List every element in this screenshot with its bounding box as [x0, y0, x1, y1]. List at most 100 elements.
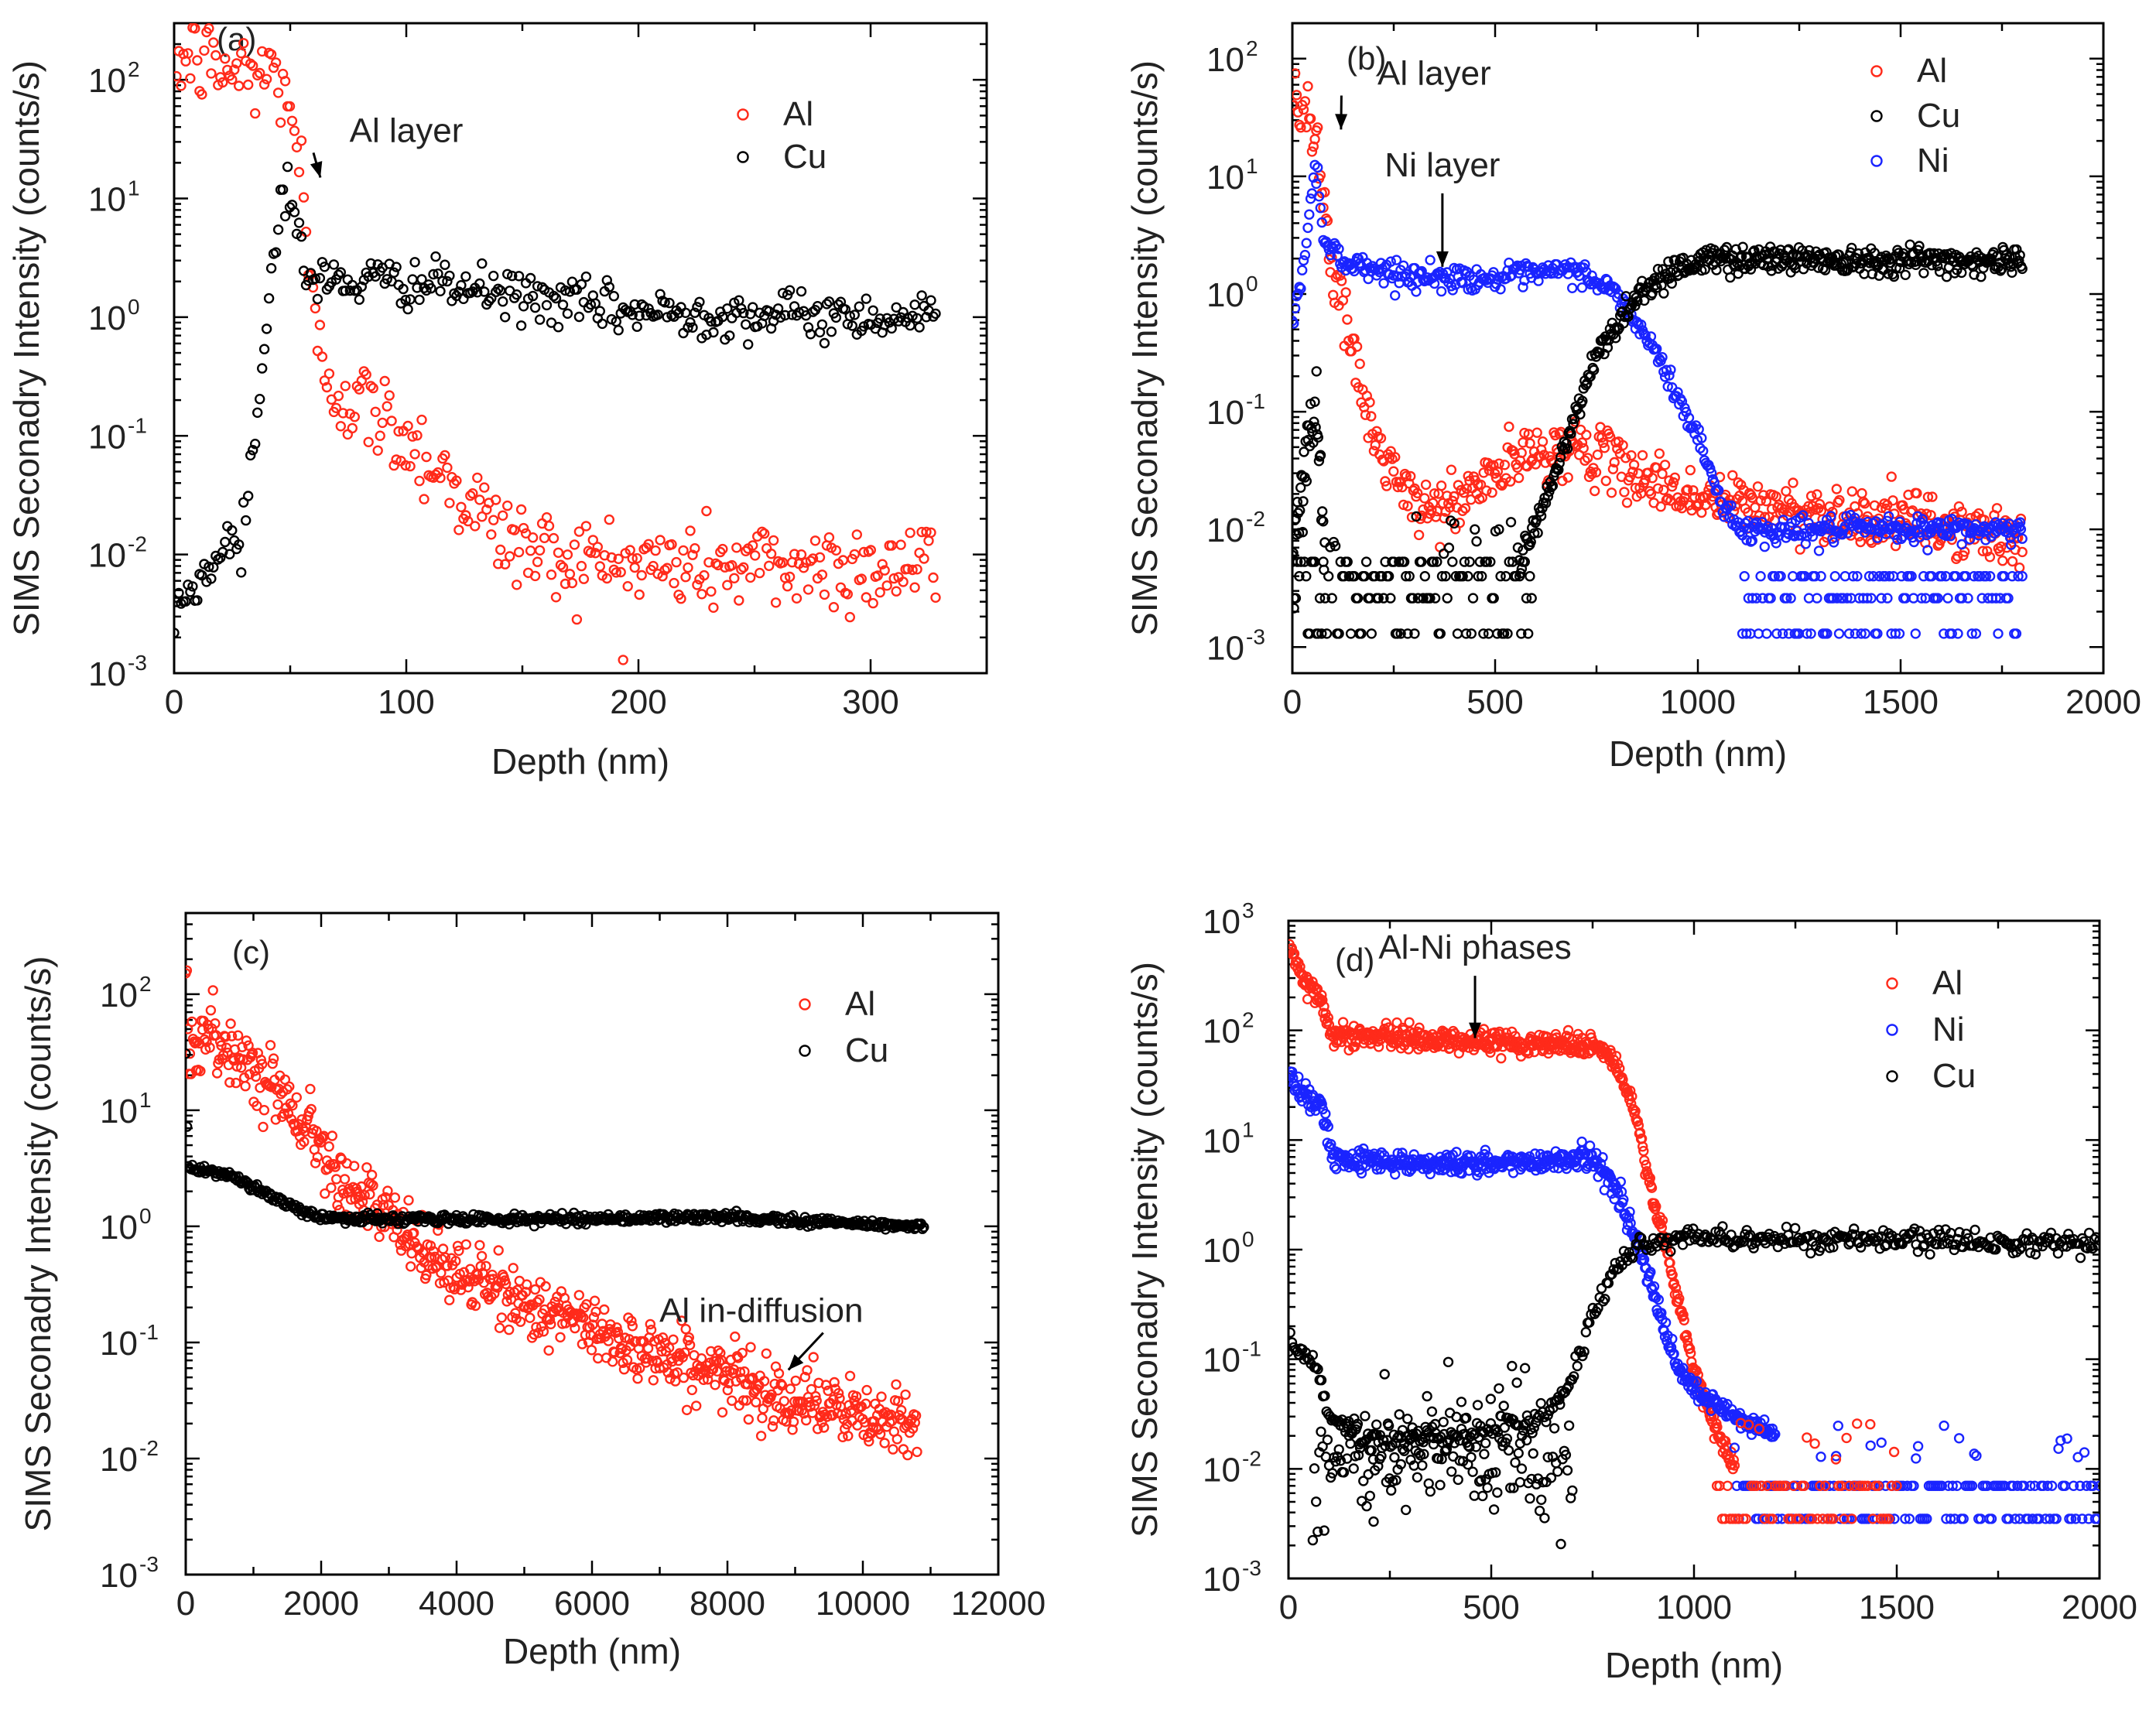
data-point-al — [534, 545, 546, 556]
data-point-cu — [1401, 571, 1412, 582]
x-tick-label: 2000 — [2065, 683, 2141, 721]
data-point-al — [1427, 498, 1439, 508]
data-point-al — [634, 589, 645, 600]
data-point-al — [706, 586, 717, 597]
y-tick-label: 10 — [88, 537, 126, 575]
x-tick-label: 12000 — [951, 1585, 1045, 1623]
data-point-al — [379, 375, 390, 387]
data-point-al — [1340, 287, 1351, 298]
data-point-al — [770, 597, 782, 608]
legend-label-cu: Cu — [845, 1031, 888, 1069]
data-point-al — [543, 521, 555, 532]
data-point-ni — [1447, 285, 1458, 296]
data-point-al — [258, 79, 270, 90]
data-point-al — [768, 535, 779, 546]
data-point-al — [402, 1229, 413, 1240]
legend-label-ni: Ni — [1917, 142, 1949, 180]
data-point-al — [1682, 484, 1693, 495]
data-point-al — [611, 1322, 622, 1333]
data-point-cu — [576, 279, 587, 290]
data-point-ni — [1945, 531, 1956, 542]
data-point-al — [442, 1260, 453, 1271]
data-point-al — [320, 1188, 330, 1199]
data-point-al — [216, 1040, 227, 1051]
data-point-cu — [1409, 628, 1420, 639]
data-point-al — [776, 1380, 788, 1391]
data-point-al — [1633, 468, 1644, 479]
data-point-cu — [272, 224, 284, 235]
data-point-cu — [1301, 571, 1312, 582]
legend-marker-ni — [1870, 155, 1883, 167]
data-point-al — [1834, 494, 1845, 506]
x-tick-label: 1000 — [1660, 683, 1736, 721]
data-point-cu — [515, 320, 527, 331]
y-tick-exponent: -1 — [139, 1320, 159, 1344]
data-point-al — [1599, 443, 1610, 453]
data-point-al — [496, 1312, 507, 1323]
data-point-al — [333, 390, 344, 402]
data-point-al — [1504, 476, 1516, 487]
data-point-al — [671, 556, 682, 568]
data-point-al — [570, 1322, 580, 1334]
y-tick-label: 10 — [1206, 511, 1244, 549]
y-tick-label: 10 — [88, 655, 126, 693]
data-point-al — [1758, 490, 1769, 501]
data-point-cu — [433, 268, 443, 279]
data-point-al — [648, 1375, 659, 1386]
data-point-cu — [310, 273, 321, 284]
data-point-ni — [1733, 517, 1744, 528]
data-point-cu — [477, 258, 488, 269]
data-point-cu — [594, 306, 605, 316]
data-point-cu — [1553, 464, 1564, 475]
data-point-al — [1846, 486, 1858, 497]
data-point-cu — [1941, 272, 1952, 282]
data-point-cu — [1476, 571, 1487, 582]
y-tick-label: 10 — [1203, 1232, 1241, 1270]
data-point-al — [657, 571, 668, 582]
data-point-al — [730, 1331, 741, 1342]
data-point-ni — [1640, 330, 1651, 340]
data-point-al — [802, 1365, 813, 1376]
legend-marker-cu — [799, 1045, 811, 1057]
data-point-al — [1925, 510, 1936, 521]
data-point-al — [231, 1077, 241, 1089]
data-point-ni — [1956, 593, 1967, 604]
data-point-al — [662, 1367, 673, 1378]
data-point-al — [402, 420, 413, 432]
y-tick-exponent: -3 — [128, 651, 147, 675]
data-point-al — [412, 430, 423, 441]
data-point-al — [261, 74, 272, 84]
data-point-al — [421, 451, 432, 463]
data-point-cu — [1419, 571, 1431, 582]
data-point-al — [305, 1083, 316, 1095]
data-point-ni — [1295, 283, 1306, 294]
data-point-al — [1738, 484, 1750, 496]
data-point-cu — [557, 299, 569, 310]
data-point-ni — [1882, 593, 1893, 604]
data-point-cu — [741, 319, 751, 330]
data-point-al — [1305, 113, 1316, 125]
data-point-al — [676, 593, 686, 604]
data-point-al — [463, 515, 474, 527]
data-point-cu — [2007, 267, 2017, 278]
data-point-ni — [1969, 571, 1980, 582]
data-point-al — [207, 985, 218, 996]
data-point-cu — [1547, 481, 1559, 491]
data-point-al — [1562, 472, 1573, 483]
data-point-al — [494, 1322, 505, 1333]
y-tick-exponent: -1 — [128, 413, 147, 437]
data-point-ni — [1826, 511, 1836, 522]
data-point-al — [1438, 1041, 1449, 1052]
data-point-al — [642, 1342, 654, 1354]
y-tick-label: 10 — [1206, 394, 1244, 432]
data-point-al — [767, 1421, 779, 1432]
data-point-ni — [1872, 628, 1883, 639]
data-point-al — [1670, 1282, 1682, 1294]
data-point-al — [1316, 990, 1327, 1000]
data-point-cu — [1373, 593, 1384, 604]
data-point-al — [590, 548, 601, 559]
data-point-al — [388, 460, 399, 471]
data-point-al — [842, 589, 854, 600]
data-point-al — [192, 55, 203, 66]
x-tick-label: 500 — [1463, 1589, 1519, 1626]
